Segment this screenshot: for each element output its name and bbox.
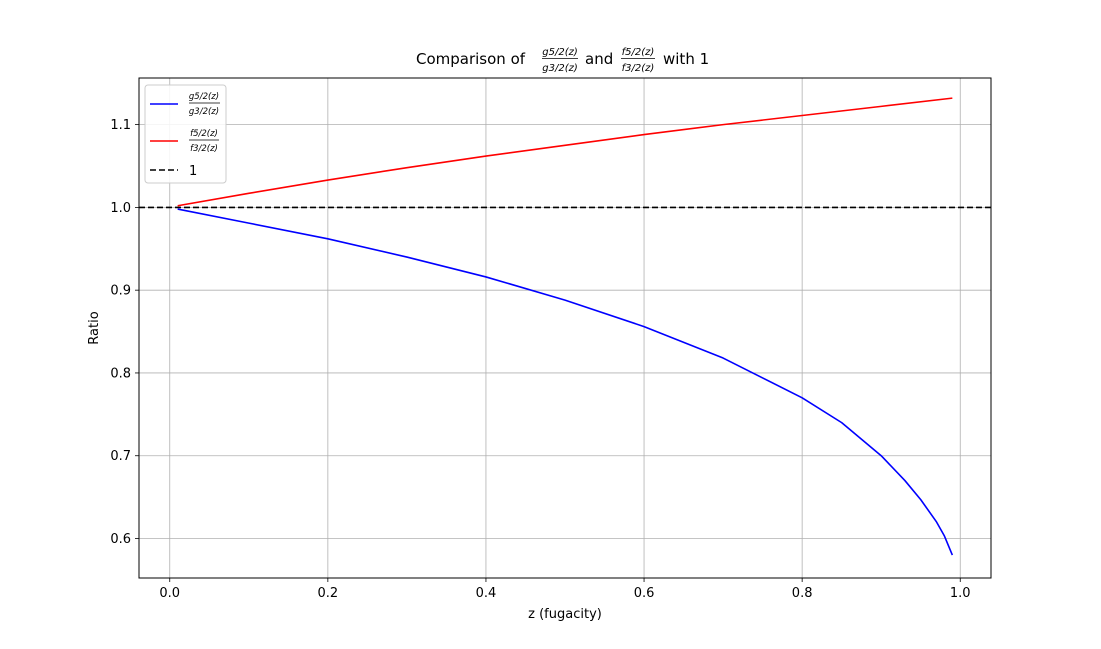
title-frac1-denominator: g3/2(z) xyxy=(542,63,578,74)
legend-box xyxy=(144,84,227,184)
y-tick-label: 1.0 xyxy=(110,201,131,216)
x-tick-label: 0.2 xyxy=(318,586,339,601)
title-prefix: Comparison of xyxy=(416,50,526,68)
legend: g5/2(z) g3/2(z) f5/2(z) f3/2(z) 1 xyxy=(144,84,227,184)
legend-g-denominator: g3/2(z) xyxy=(189,107,219,117)
y-tick-label: 0.8 xyxy=(110,366,131,381)
y-tick-label: 0.7 xyxy=(110,449,131,464)
x-axis-label: z (fugacity) xyxy=(528,607,602,622)
legend-f-denominator: f3/2(z) xyxy=(190,144,218,154)
plot-frame xyxy=(138,77,992,579)
x-tick-label: 0.8 xyxy=(792,586,813,601)
y-axis-ticks: 0.6 0.7 0.8 0.9 1.0 1.1 xyxy=(110,118,139,547)
title-frac1-numerator: g5/2(z) xyxy=(542,47,578,58)
legend-label-one: 1 xyxy=(189,164,197,179)
x-tick-label: 1.0 xyxy=(950,586,971,601)
y-tick-label: 0.6 xyxy=(110,532,131,547)
title-frac2-numerator: f5/2(z) xyxy=(622,47,655,58)
series-f-ratio-line xyxy=(177,97,953,207)
x-tick-label: 0.6 xyxy=(634,586,655,601)
x-tick-label: 0.0 xyxy=(159,586,180,601)
series-g-ratio-line xyxy=(177,208,954,556)
x-axis-ticks: 0.0 0.2 0.4 0.6 0.8 1.0 xyxy=(159,578,971,601)
grid-lines xyxy=(139,78,991,578)
legend-g-numerator: g5/2(z) xyxy=(189,92,219,102)
plot-series xyxy=(139,97,991,556)
y-axis-label: Ratio xyxy=(87,311,102,344)
title-frac2-denominator: f3/2(z) xyxy=(622,63,655,74)
chart-title: Comparison of g5/2(z) g3/2(z) and f5/2(z… xyxy=(416,47,709,74)
title-conjunction: and xyxy=(585,50,613,68)
legend-f-numerator: f5/2(z) xyxy=(190,129,218,139)
title-suffix: with 1 xyxy=(663,50,709,68)
y-tick-label: 0.9 xyxy=(110,284,131,299)
x-tick-label: 0.4 xyxy=(476,586,497,601)
y-tick-label: 1.1 xyxy=(110,118,131,133)
